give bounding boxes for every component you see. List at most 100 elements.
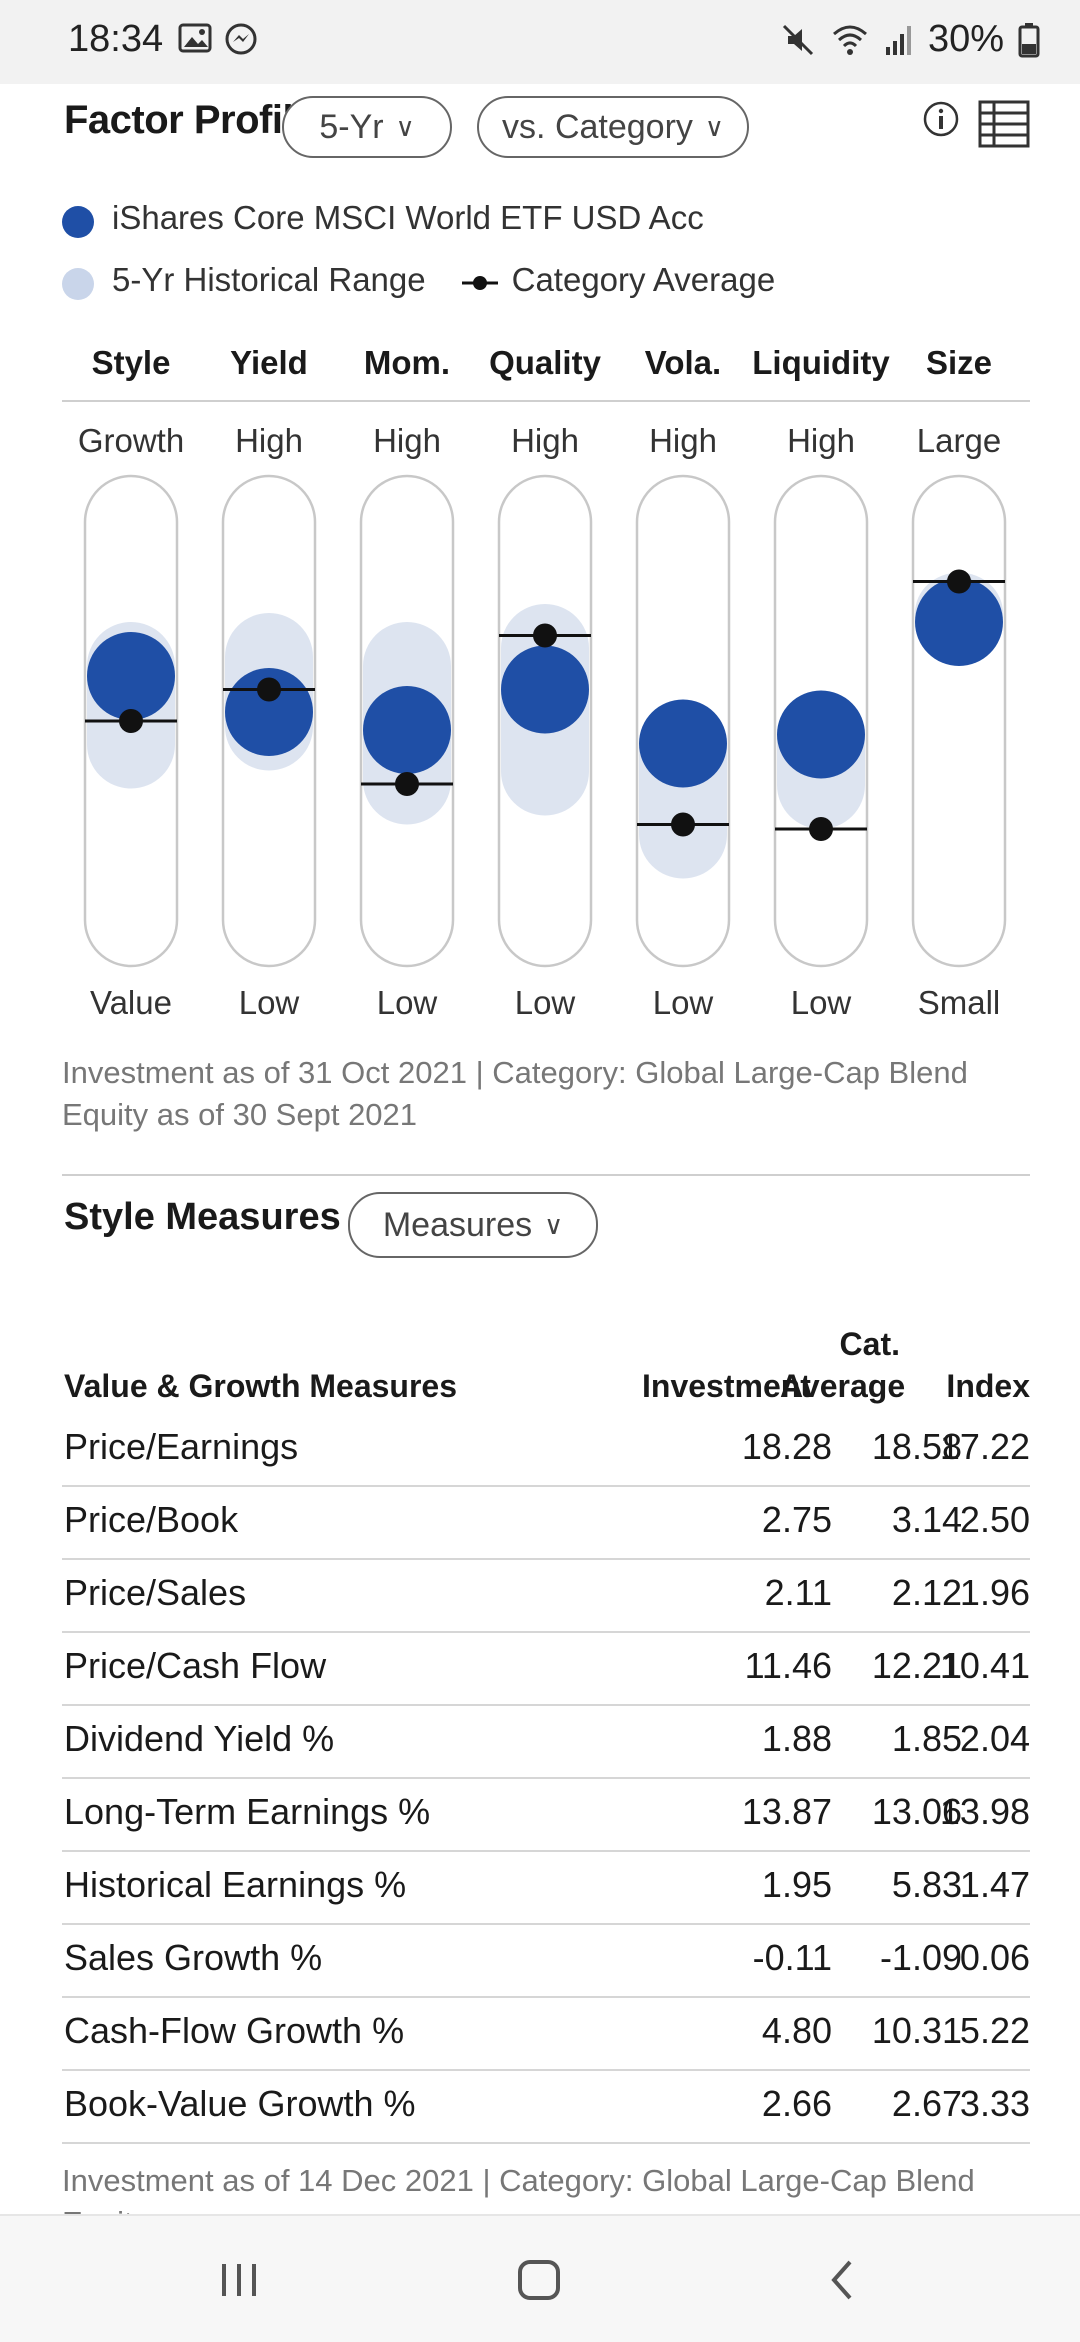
index-value: 10.41 (939, 1645, 1030, 1686)
index-value: 2.50 (959, 1499, 1030, 1540)
home-icon[interactable] (516, 2258, 562, 2302)
category-value: 5.83 (891, 1864, 962, 1905)
chevron-down-icon: ∨ (395, 111, 415, 142)
battery-icon (1018, 22, 1040, 57)
index-value: 0.06 (959, 1937, 1030, 1978)
row-label: Price/Earnings (64, 1426, 299, 1467)
category-marker-quality (533, 623, 557, 648)
factor-bottom-label: Low (790, 984, 852, 1021)
factor-bottom-label: Low (238, 984, 300, 1021)
back-icon[interactable] (826, 2258, 856, 2302)
value-growth-table: Price/Earnings 18.28 18.58 17.22 Price/Book… (62, 1414, 1030, 2144)
factor-bottom-label: Small (917, 984, 1001, 1021)
factor-profile-chart (83, 474, 1007, 968)
style-measures-title: Style Measures (64, 1196, 341, 1238)
investment-marker-vola (639, 699, 727, 788)
factor-bottom-label: Low (514, 984, 576, 1021)
factor-header-quality: Quality (489, 344, 601, 381)
table-row: Historical Earnings % 1.95 5.83 1.47 (62, 1852, 1030, 1925)
factor-top-label: Growth (77, 422, 185, 459)
period-dropdown[interactable]: 5-Yr ∨ (282, 96, 452, 158)
factor-top-label: High (787, 422, 855, 459)
index-value: 17.22 (939, 1426, 1030, 1467)
table-row: Long-Term Earnings % 13.87 13.06 13.98 (62, 1779, 1030, 1852)
investment-value: 2.66 (761, 2083, 832, 2124)
measures-dropdown[interactable]: Measures ∨ (348, 1192, 598, 1258)
table-row: Price/Book 2.75 3.14 2.50 (62, 1487, 1030, 1560)
factor-headers: Style Yield Mom. Quality Vola. Liquidity… (62, 344, 1030, 402)
investment-marker-size (915, 578, 1003, 666)
row-label: Price/Cash Flow (64, 1645, 327, 1686)
system-nav-bar (0, 2214, 1080, 2342)
factor-bottom-label: Low (376, 984, 438, 1021)
factor-header-size: Size (925, 344, 993, 381)
info-icon[interactable] (922, 100, 960, 138)
legend-range-and-category: 5-Yr Historical Range Category Average (62, 260, 775, 300)
legend-investment: iShares Core MSCI World ETF USD Acc (62, 198, 704, 238)
scroll-content[interactable]: Factor Profile 5-Yr ∨ vs. Category ∨ iSh… (0, 84, 1080, 2214)
factor-top-label: High (511, 422, 579, 459)
category-value: 2.67 (891, 2083, 962, 2124)
factor-profile-note: Investment as of 31 Oct 2021 | Category:… (62, 1055, 968, 1132)
category-value: 2.12 (891, 1572, 962, 1613)
category-marker-yield (257, 677, 281, 702)
col-header-investment: Investment (642, 1368, 811, 1404)
row-label: Price/Book (64, 1499, 239, 1540)
investment-value: 1.95 (761, 1864, 832, 1905)
row-label: Long-Term Earnings % (64, 1791, 431, 1832)
row-label: Historical Earnings % (64, 1864, 407, 1905)
status-bar: 18:34 30% (0, 0, 1080, 84)
legend-investment-marker (62, 206, 94, 238)
category-value: 12.21 (871, 1645, 962, 1686)
investment-marker-mom (363, 686, 451, 774)
period-dropdown-label: 5-Yr (319, 107, 384, 146)
index-value: 2.04 (959, 1718, 1030, 1759)
mute-icon (782, 24, 813, 55)
index-value: 1.96 (959, 1572, 1030, 1613)
investment-value: 13.87 (741, 1791, 832, 1832)
table-view-icon[interactable] (978, 100, 1030, 148)
legend-range-label: 5-Yr Historical Range (112, 261, 426, 298)
legend-range-marker (62, 268, 94, 300)
category-marker-style (119, 709, 143, 733)
compare-dropdown[interactable]: vs. Category ∨ (477, 96, 749, 158)
investment-value: 2.75 (761, 1499, 832, 1540)
category-value: 18.58 (871, 1426, 962, 1467)
battery-percent: 30% (927, 18, 1004, 60)
factor-top-label: High (649, 422, 717, 459)
row-label: Sales Growth % (64, 1937, 323, 1978)
row-label: Price/Sales (64, 1572, 247, 1613)
row-label: Book-Value Growth % (64, 2083, 416, 2124)
status-time: 18:34 (68, 18, 164, 60)
section-divider (62, 1174, 1030, 1176)
investment-value: 11.46 (744, 1645, 832, 1686)
category-value: -1.09 (879, 1937, 962, 1978)
investment-marker-style (87, 632, 175, 720)
col-header-category-line1: Cat. (839, 1326, 900, 1362)
investment-value: 18.28 (741, 1426, 832, 1467)
value-growth-heading: Value & Growth Measures (64, 1368, 458, 1404)
table-row: Price/Earnings 18.28 18.58 17.22 (62, 1414, 1030, 1487)
index-value: 3.33 (959, 2083, 1030, 2124)
investment-marker-liquidity (777, 690, 865, 779)
category-value: 13.06 (871, 1791, 962, 1832)
style-measures-note: Investment as of 14 Dec 2021 | Category:… (62, 2163, 975, 2214)
investment-value: 4.80 (761, 2010, 832, 2051)
factor-header-volatility: Vola. (644, 344, 722, 381)
investment-value: -0.11 (752, 1937, 832, 1978)
messenger-icon (225, 23, 257, 55)
factor-top-label: High (235, 422, 303, 459)
factor-header-momentum: Mom. (363, 344, 451, 381)
row-label: Dividend Yield % (64, 1718, 335, 1759)
wifi-icon (832, 25, 867, 55)
col-header-index: Index (946, 1368, 1030, 1404)
table-row: Price/Sales 2.11 2.12 1.96 (62, 1560, 1030, 1633)
category-value: 3.14 (891, 1499, 962, 1540)
factor-profile-title: Factor Profile (64, 98, 315, 142)
recent-apps-icon[interactable] (218, 2260, 260, 2300)
category-value: 1.85 (891, 1718, 962, 1759)
gallery-icon (178, 23, 212, 53)
signal-icon (885, 25, 911, 55)
factor-top-label: Large (916, 422, 1002, 459)
category-value: 10.31 (871, 2010, 962, 2051)
